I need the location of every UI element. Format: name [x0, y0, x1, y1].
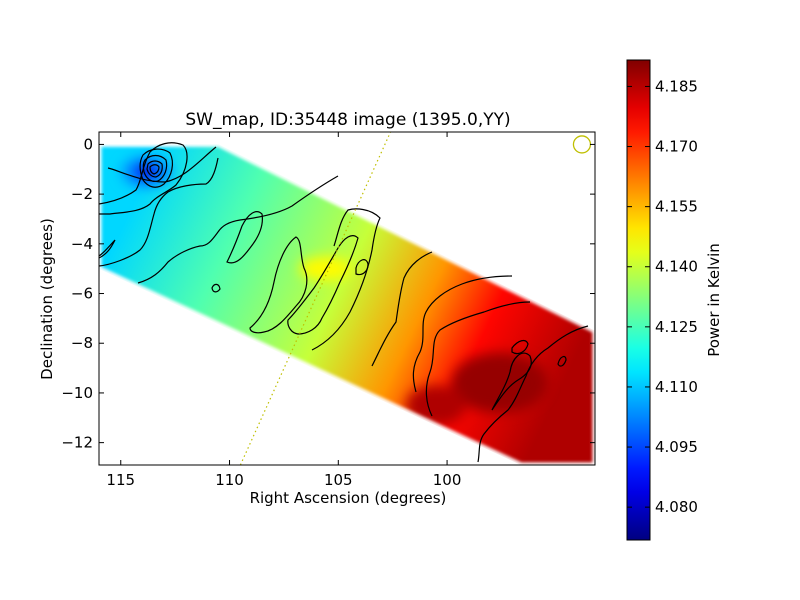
contour-lines [99, 142, 589, 463]
contour-line [139, 148, 174, 188]
contour-line [99, 157, 219, 267]
x-tick-label: 110 [215, 471, 244, 489]
contour-line [99, 239, 116, 259]
y-tick-label: −4 [71, 235, 93, 253]
colorbar-ticks: 4.080 4.095 4.110 4.125 4.140 4.155 4.170 4.185 [627, 77, 698, 516]
x-tick-label: 100 [433, 471, 462, 489]
contour-line [142, 154, 168, 183]
contour-line [107, 146, 217, 183]
contour-line [371, 251, 433, 367]
contour-line [249, 236, 308, 334]
heatmap-blob [299, 256, 352, 281]
colorbar-tick-label: 4.185 [655, 77, 698, 95]
x-axis: 115 110 105 100 [106, 132, 461, 489]
contour-line [211, 283, 221, 293]
x-tick-label: 105 [324, 471, 353, 489]
contour-line [226, 211, 263, 264]
colorbar-tick-label: 4.125 [655, 318, 698, 336]
contour-line [412, 275, 513, 393]
chart-title: SW_map, ID:35448 image (1395.0,YY) [185, 110, 510, 130]
contour-line [477, 325, 589, 463]
colorbar-tick-label: 4.095 [655, 438, 698, 456]
contour-line [557, 355, 567, 367]
contour-line [311, 208, 381, 351]
contour-line [149, 164, 160, 175]
strip-edge [99, 141, 595, 465]
contour-line [355, 259, 369, 276]
contour-line [511, 339, 529, 355]
colorbar-tick-label: 4.110 [655, 378, 698, 396]
colorbar: 4.080 4.095 4.110 4.125 4.140 4.155 4.170 4.185… [626, 59, 723, 541]
y-axis-label: Declination (degrees) [38, 218, 56, 380]
heatmap-fill [99, 144, 595, 465]
colorbar-tick-label: 4.140 [655, 258, 698, 276]
x-tick-label: 115 [106, 471, 135, 489]
colorbar-tick-label: 4.080 [655, 498, 698, 516]
y-tick-label: −2 [71, 185, 93, 203]
y-tick-label: −10 [61, 384, 93, 402]
plot-area [99, 132, 595, 465]
contour-line [137, 175, 339, 284]
colorbar-fill [626, 59, 651, 541]
beam-circle [572, 135, 592, 154]
colorbar-label: Power in Kelvin [705, 243, 723, 357]
contour-line [146, 160, 163, 178]
heatmap-blob [406, 385, 467, 426]
contour-line [425, 301, 531, 417]
heatmap-blobs [120, 155, 548, 426]
y-tick-label: −12 [61, 434, 93, 452]
contour-line [491, 352, 532, 411]
heatmap-strip [99, 144, 595, 465]
y-tick-label: −6 [71, 285, 93, 303]
y-axis: 0 −2 −4 −6 −8 −10 −12 [61, 135, 595, 452]
contour-line [99, 142, 188, 215]
y-tick-label: −8 [71, 334, 93, 352]
colorbar-tick-label: 4.155 [655, 198, 698, 216]
heatmap-blob [451, 352, 548, 413]
y-tick-label: 0 [83, 135, 93, 153]
contour-line [287, 235, 359, 335]
axes-frame [98, 131, 596, 466]
colorbar-tick-label: 4.170 [655, 138, 698, 156]
x-axis-label: Right Ascension (degrees) [250, 489, 447, 507]
